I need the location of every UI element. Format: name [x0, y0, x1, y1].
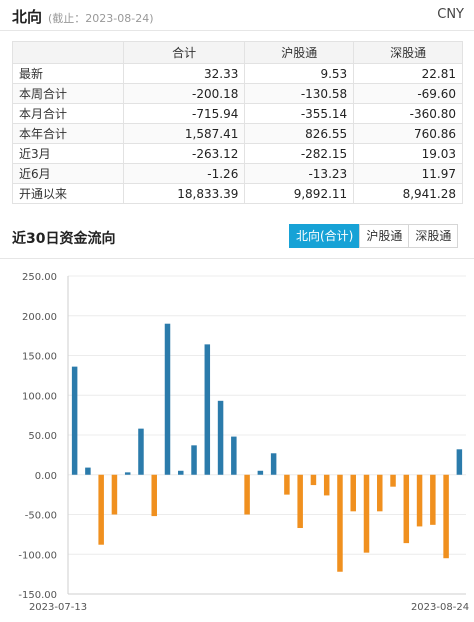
chart-bar [390, 474, 396, 487]
y-tick-label: 200.00 [22, 312, 57, 323]
row-label: 近3月 [12, 143, 124, 164]
table-row: 最新 32.33 9.53 22.81 [12, 63, 463, 84]
page-title: 北向 [12, 8, 43, 26]
header-bar: 北向 (截止：2023-08-24) CNY [0, 0, 474, 31]
flow-chart: 250.00 200.00 150.00 100.00 50.00 0.00 -50.00 -… [0, 258, 474, 618]
table-header-cell: 沪股通 [244, 41, 355, 64]
tab-shanghai-connect[interactable]: 沪股通 [359, 224, 410, 248]
table-cell: 18,833.39 [122, 183, 246, 204]
row-label: 最新 [12, 63, 124, 84]
y-tick-label: 50.00 [28, 431, 57, 442]
row-label: 本周合计 [12, 83, 124, 104]
table-cell: -282.15 [244, 143, 355, 164]
chart-bar [443, 474, 449, 559]
y-tick-label: 150.00 [22, 352, 57, 363]
chart-bar [416, 474, 423, 527]
currency-label: CNY [437, 7, 464, 22]
chart-bar [191, 445, 197, 475]
tab-shenzhen-connect[interactable]: 深股通 [408, 224, 459, 248]
chart-bar [297, 474, 303, 529]
table-cell: -263.12 [122, 143, 246, 164]
table-row: 近6月 -1.26 -13.23 11.97 [12, 163, 463, 184]
chart-bar [164, 323, 171, 475]
chart-bar [231, 436, 237, 475]
table-cell: 19.03 [353, 143, 463, 164]
table-cell: -200.18 [122, 83, 246, 104]
section-title: 近30日资金流向 [12, 231, 116, 247]
table-row: 本月合计 -715.94 -355.14 -360.80 [12, 103, 463, 124]
table-cell: -130.58 [244, 83, 355, 104]
chart-bar [111, 474, 118, 515]
chart-bar [350, 474, 356, 512]
y-tick-label: 0.00 [35, 471, 57, 482]
table-cell: -355.14 [244, 103, 355, 124]
table-cell: 760.86 [353, 123, 463, 144]
row-label: 开通以来 [12, 183, 124, 204]
chart-bar [430, 474, 436, 525]
summary-table: 合计 沪股通 深股通 最新 32.33 9.53 22.81 本周合计 -200… [12, 41, 463, 204]
table-cell: 32.33 [122, 63, 246, 84]
flow-chart-svg: 250.00 200.00 150.00 100.00 50.00 0.00 -50.00 -… [18, 272, 469, 613]
table-cell: 8,941.28 [353, 183, 463, 204]
table-cell: 826.55 [244, 123, 355, 144]
chart-bar [456, 449, 463, 475]
row-label: 本月合计 [12, 103, 124, 124]
table-row: 本周合计 -200.18 -130.58 -69.60 [12, 83, 463, 104]
row-label: 本年合计 [12, 123, 124, 144]
chart-bar [178, 470, 184, 475]
y-tick-label: -100.00 [18, 550, 57, 561]
chart-bar [244, 474, 250, 515]
table-cell: -360.80 [353, 103, 463, 124]
row-label: 近6月 [12, 163, 124, 184]
y-tick-label: 100.00 [22, 391, 57, 402]
chart-bar [284, 474, 290, 495]
chart-bar [217, 400, 224, 475]
date-note: (截止：2023-08-24) [48, 12, 154, 25]
table-cell: 9.53 [244, 63, 355, 84]
table-header-cell: 深股通 [353, 41, 463, 64]
x-tick-label: 2023-07-13 [29, 602, 87, 613]
table-row: 近3月 -263.12 -282.15 19.03 [12, 143, 463, 164]
table-header-cell [12, 41, 124, 64]
chart-bar [151, 474, 157, 517]
table-row: 本年合计 1,587.41 826.55 760.86 [12, 123, 463, 144]
chart-bar [337, 474, 343, 572]
chart-bar [310, 474, 317, 486]
chart-bar [124, 472, 131, 475]
chart-bar [98, 474, 104, 545]
flow-tabs: 北向(合计) 沪股通 深股通 [289, 224, 459, 248]
table-row: 开通以来 18,833.39 9,892.11 8,941.28 [12, 183, 463, 204]
chart-bar [257, 470, 264, 475]
table-cell: -69.60 [353, 83, 463, 104]
chart-bar [71, 366, 78, 475]
chart-bar [270, 453, 277, 475]
table-header-row: 合计 沪股通 深股通 [12, 41, 463, 64]
table-header-cell: 合计 [122, 41, 246, 64]
chart-bar [138, 428, 144, 475]
chart-bar [85, 467, 91, 475]
table-cell: -715.94 [122, 103, 246, 124]
table-cell: -13.23 [244, 163, 355, 184]
x-tick-label: 2023-08-24 [411, 602, 469, 613]
chart-bar [323, 474, 330, 496]
y-tick-label: -150.00 [18, 590, 57, 601]
tab-northbound-total[interactable]: 北向(合计) [289, 224, 361, 248]
chart-bar [403, 474, 410, 544]
y-tick-label: 250.00 [22, 272, 57, 283]
table-cell: 1,587.41 [122, 123, 246, 144]
table-cell: -1.26 [122, 163, 246, 184]
chart-bar [204, 344, 211, 475]
table-cell: 11.97 [353, 163, 463, 184]
chart-bar [363, 474, 370, 553]
table-cell: 22.81 [353, 63, 463, 84]
chart-bar [377, 474, 383, 512]
table-cell: 9,892.11 [244, 183, 355, 204]
y-tick-label: -50.00 [25, 511, 57, 522]
